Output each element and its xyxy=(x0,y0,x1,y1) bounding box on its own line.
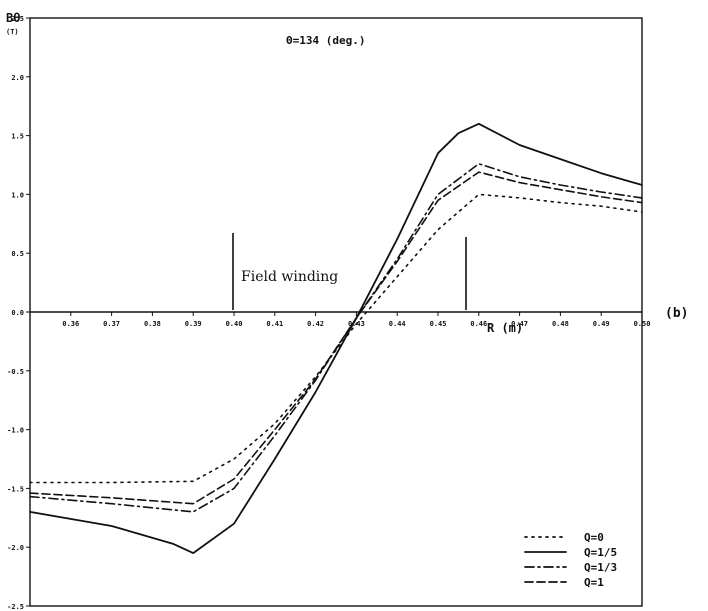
y-tick-label: 0.0 xyxy=(11,309,24,317)
x-tick-label: 0.47 xyxy=(511,320,528,328)
series-line xyxy=(29,122,643,554)
x-tick-label: 0.45 xyxy=(430,320,447,328)
panel-label: (b) xyxy=(665,306,688,321)
y-axis-label: Bθ xyxy=(6,11,20,25)
y-tick-label: 1.0 xyxy=(11,191,24,199)
legend-label: Q=1/5 xyxy=(584,546,617,559)
y-tick-label: -0.5 xyxy=(7,368,24,376)
x-tick-label: 0.41 xyxy=(266,320,283,328)
chart-title: Θ=134 (deg.) xyxy=(286,34,365,47)
legend: Q=0 Q=1/5 Q=1/3 Q=1 xyxy=(524,531,617,589)
x-tick-label: 0.36 xyxy=(62,320,79,328)
y-axis-unit: (T) xyxy=(6,28,19,36)
y-tick-label: -2.0 xyxy=(7,544,24,552)
y-tick-label: 0.5 xyxy=(11,250,24,258)
y-tick-label: -1.0 xyxy=(7,427,24,435)
x-tick-label: 0.44 xyxy=(389,320,406,328)
series-line xyxy=(29,163,643,513)
y-tick-label: -2.5 xyxy=(7,603,24,611)
x-tick-label: 0.46 xyxy=(470,320,487,328)
x-tick-label: 0.42 xyxy=(307,320,324,328)
field-winding-annotation: Field winding xyxy=(241,269,338,285)
x-tick-label: 0.40 xyxy=(226,320,243,328)
y-tick-label: 1.5 xyxy=(11,133,24,141)
x-tick-label: 0.50 xyxy=(634,320,651,328)
axis-ticks: 0.36 0.37 0.38 0.39 0.40 0.41 0.42 0.43 0.44 0.45… xyxy=(7,15,650,611)
series-line xyxy=(29,171,643,505)
y-tick-label: -1.5 xyxy=(7,485,24,493)
x-tick-label: 0.37 xyxy=(103,320,120,328)
legend-label: Q=1/3 xyxy=(584,561,617,574)
x-tick-label: 0.38 xyxy=(144,320,161,328)
x-tick-label: 0.39 xyxy=(185,320,202,328)
legend-label: Q=1 xyxy=(584,576,604,589)
y-tick-label: 2.5 xyxy=(11,15,24,23)
y-tick-label: 2.0 xyxy=(11,74,24,82)
x-tick-label: 0.49 xyxy=(593,320,610,328)
x-axis-label: R (m) xyxy=(487,321,523,335)
x-tick-label: 0.48 xyxy=(552,320,569,328)
series-layer xyxy=(29,122,643,554)
legend-label: Q=0 xyxy=(584,531,604,544)
series-line xyxy=(29,193,643,484)
